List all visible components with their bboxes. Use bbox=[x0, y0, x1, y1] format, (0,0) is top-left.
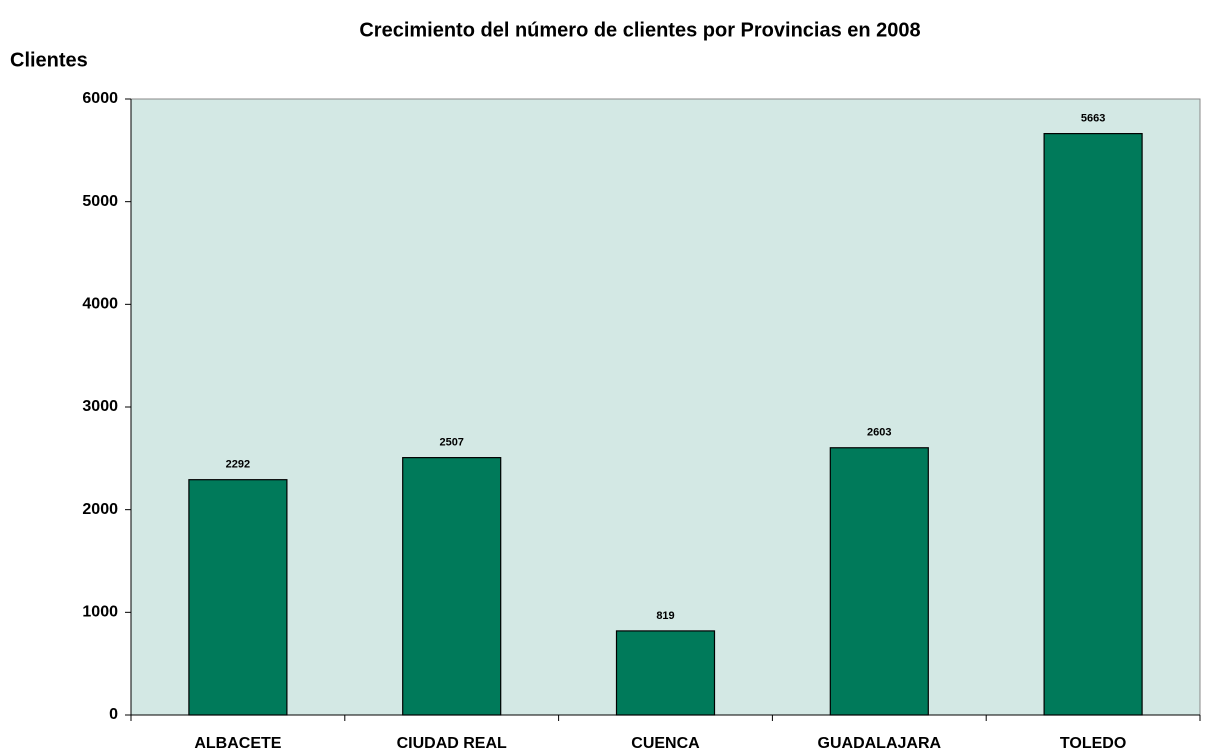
y-tick-label: 0 bbox=[109, 706, 118, 723]
y-axis-label: Clientes bbox=[10, 49, 88, 71]
y-tick-label: 1000 bbox=[82, 604, 118, 621]
bar bbox=[1043, 132, 1143, 716]
data-label: 819 bbox=[656, 610, 674, 622]
x-tick-label: TOLEDO bbox=[1060, 735, 1126, 752]
data-label: 2292 bbox=[226, 459, 250, 471]
y-tick-label: 2000 bbox=[82, 501, 118, 518]
y-tick-label: 6000 bbox=[82, 90, 118, 107]
y-tick-label: 3000 bbox=[82, 398, 118, 415]
chart-title: Crecimiento del número de clientes por P… bbox=[359, 19, 920, 41]
data-label: 2603 bbox=[867, 427, 891, 439]
x-tick-label: CIUDAD REAL bbox=[397, 735, 507, 752]
y-tick-label: 5000 bbox=[82, 193, 118, 210]
y-tick-label: 4000 bbox=[82, 296, 118, 313]
bar bbox=[615, 630, 716, 716]
bar bbox=[829, 447, 929, 716]
x-tick-label: CUENCA bbox=[631, 735, 700, 752]
bar bbox=[188, 479, 288, 716]
x-tick-label: GUADALAJARA bbox=[818, 735, 942, 752]
data-label: 2507 bbox=[439, 437, 463, 449]
bar bbox=[402, 457, 502, 716]
data-label: 5663 bbox=[1081, 113, 1105, 125]
x-tick-label: ALBACETE bbox=[194, 735, 281, 752]
plot-area bbox=[130, 98, 1201, 716]
